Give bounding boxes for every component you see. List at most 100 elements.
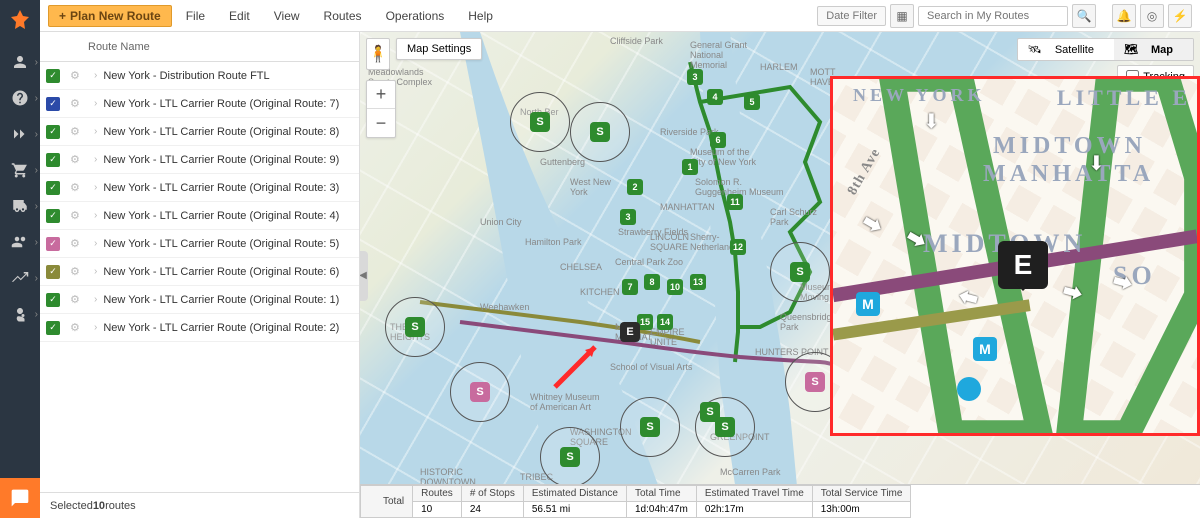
start-marker[interactable]: S xyxy=(640,417,660,437)
stop-marker[interactable]: 7 xyxy=(622,279,638,295)
route-color-swatch[interactable]: ✓ xyxy=(46,293,60,307)
nav-admin[interactable] xyxy=(0,296,40,332)
plan-new-route-button[interactable]: +Plan New Route xyxy=(48,5,172,27)
menu-file[interactable]: File xyxy=(176,5,215,27)
nav-analytics[interactable] xyxy=(0,260,40,296)
metro-icon: M xyxy=(856,292,880,316)
search-icon[interactable]: 🔍 xyxy=(1072,4,1096,28)
zoom-control: + − xyxy=(366,80,396,138)
chat-button[interactable] xyxy=(0,478,40,518)
nav-routes[interactable] xyxy=(0,116,40,152)
route-color-swatch[interactable]: ✓ xyxy=(46,237,60,251)
start-marker[interactable]: S xyxy=(530,112,550,132)
chevron-right-icon: › xyxy=(94,70,97,81)
menu-operations[interactable]: Operations xyxy=(376,5,455,27)
route-color-swatch[interactable]: ✓ xyxy=(46,321,60,335)
nav-user[interactable] xyxy=(0,44,40,80)
menu-edit[interactable]: Edit xyxy=(219,5,260,27)
route-color-swatch[interactable]: ✓ xyxy=(46,97,60,111)
date-filter[interactable]: Date Filter xyxy=(817,6,886,26)
inset-label: NEW YORK xyxy=(853,85,986,106)
map-settings-button[interactable]: Map Settings xyxy=(396,38,482,60)
metro-icon: M xyxy=(973,337,997,361)
panel-collapse-handle[interactable]: ◀ xyxy=(360,251,368,301)
route-row[interactable]: ✓⚙›New York - LTL Carrier Route (Origina… xyxy=(40,118,359,146)
inset-label: LITTLE E xyxy=(1057,85,1191,111)
route-settings-icon[interactable]: ⚙ xyxy=(70,181,84,195)
route-settings-icon[interactable]: ⚙ xyxy=(70,209,84,223)
nav-help[interactable] xyxy=(0,80,40,116)
start-marker[interactable]: S xyxy=(470,382,490,402)
start-marker[interactable]: S xyxy=(405,317,425,337)
route-row[interactable]: ✓⚙›New York - LTL Carrier Route (Origina… xyxy=(40,90,359,118)
start-marker[interactable]: S xyxy=(560,447,580,467)
satellite-toggle[interactable]: 🛰 Satellite xyxy=(1018,39,1114,60)
route-settings-icon[interactable]: ⚙ xyxy=(70,237,84,251)
stop-marker[interactable]: 1 xyxy=(682,159,698,175)
calendar-icon[interactable]: ▦ xyxy=(890,4,914,28)
nav-orders[interactable] xyxy=(0,152,40,188)
route-color-swatch[interactable]: ✓ xyxy=(46,265,60,279)
route-settings-icon[interactable]: ⚙ xyxy=(70,265,84,279)
route-color-swatch[interactable]: ✓ xyxy=(46,181,60,195)
route-row[interactable]: ✓⚙›New York - LTL Carrier Route (Origina… xyxy=(40,230,359,258)
nav-team[interactable] xyxy=(0,224,40,260)
route-row[interactable]: ✓⚙›New York - LTL Carrier Route (Origina… xyxy=(40,258,359,286)
route-row[interactable]: ✓⚙›New York - LTL Carrier Route (Origina… xyxy=(40,202,359,230)
route-settings-icon[interactable]: ⚙ xyxy=(70,153,84,167)
route-settings-icon[interactable]: ⚙ xyxy=(70,321,84,335)
stop-marker[interactable]: 2 xyxy=(627,179,643,195)
menu-routes[interactable]: Routes xyxy=(314,5,372,27)
inset-label: MIDTOWN xyxy=(993,133,1146,160)
stop-marker[interactable]: 3 xyxy=(687,69,703,85)
route-row[interactable]: ✓⚙›New York - Distribution Route FTL xyxy=(40,62,359,90)
route-settings-icon[interactable]: ⚙ xyxy=(70,97,84,111)
end-marker-large[interactable]: E xyxy=(998,241,1048,289)
start-marker[interactable]: S xyxy=(805,372,825,392)
map-toggle[interactable]: 🗺 Map xyxy=(1114,39,1193,60)
menu-view[interactable]: View xyxy=(264,5,310,27)
stop-marker[interactable]: 13 xyxy=(690,274,706,290)
route-color-swatch[interactable]: ✓ xyxy=(46,209,60,223)
search-input[interactable] xyxy=(918,6,1068,26)
stop-marker[interactable]: 8 xyxy=(644,274,660,290)
stop-marker[interactable]: 5 xyxy=(744,94,760,110)
chevron-right-icon: › xyxy=(94,98,97,109)
route-row[interactable]: ✓⚙›New York - LTL Carrier Route (Origina… xyxy=(40,286,359,314)
sidebar-nav xyxy=(0,0,40,518)
target-icon[interactable]: ◎ xyxy=(1140,4,1164,28)
route-settings-icon[interactable]: ⚙ xyxy=(70,69,84,83)
route-row[interactable]: ✓⚙›New York - LTL Carrier Route (Origina… xyxy=(40,174,359,202)
route-name-label: New York - LTL Carrier Route (Original R… xyxy=(103,182,339,194)
route-row[interactable]: ✓⚙›New York - LTL Carrier Route (Origina… xyxy=(40,146,359,174)
menu-help[interactable]: Help xyxy=(458,5,503,27)
start-marker[interactable]: S xyxy=(790,262,810,282)
start-marker[interactable]: S xyxy=(590,122,610,142)
end-marker[interactable]: E xyxy=(620,322,640,342)
stop-marker[interactable]: 3 xyxy=(620,209,636,225)
pegman-icon[interactable]: 🧍 xyxy=(366,38,390,70)
route-settings-icon[interactable]: ⚙ xyxy=(70,293,84,307)
start-marker[interactable]: S xyxy=(700,402,720,422)
route-settings-icon[interactable]: ⚙ xyxy=(70,125,84,139)
stop-marker[interactable]: 11 xyxy=(727,194,743,210)
route-row[interactable]: ✓⚙›New York - LTL Carrier Route (Origina… xyxy=(40,314,359,342)
routes-panel: Route Name ✓⚙›New York - Distribution Ro… xyxy=(40,32,360,518)
notifications-icon[interactable]: 🔔 xyxy=(1112,4,1136,28)
chevron-right-icon: › xyxy=(94,126,97,137)
route-color-swatch[interactable]: ✓ xyxy=(46,153,60,167)
stop-marker[interactable]: 4 xyxy=(707,89,723,105)
chevron-right-icon: › xyxy=(94,154,97,165)
map-inset-zoom: NEW YORK LITTLE E MIDTOWN MANHATTA MIDTO… xyxy=(830,76,1200,436)
bolt-icon[interactable]: ⚡ xyxy=(1168,4,1192,28)
zoom-in-button[interactable]: + xyxy=(367,81,395,109)
route-color-swatch[interactable]: ✓ xyxy=(46,125,60,139)
zoom-out-button[interactable]: − xyxy=(367,109,395,137)
nav-fleet[interactable] xyxy=(0,188,40,224)
stop-marker[interactable]: 6 xyxy=(710,132,726,148)
chevron-right-icon: › xyxy=(94,266,97,277)
stop-marker[interactable]: 10 xyxy=(667,279,683,295)
route-color-swatch[interactable]: ✓ xyxy=(46,69,60,83)
stop-marker[interactable]: 14 xyxy=(657,314,673,330)
stop-marker[interactable]: 12 xyxy=(730,239,746,255)
